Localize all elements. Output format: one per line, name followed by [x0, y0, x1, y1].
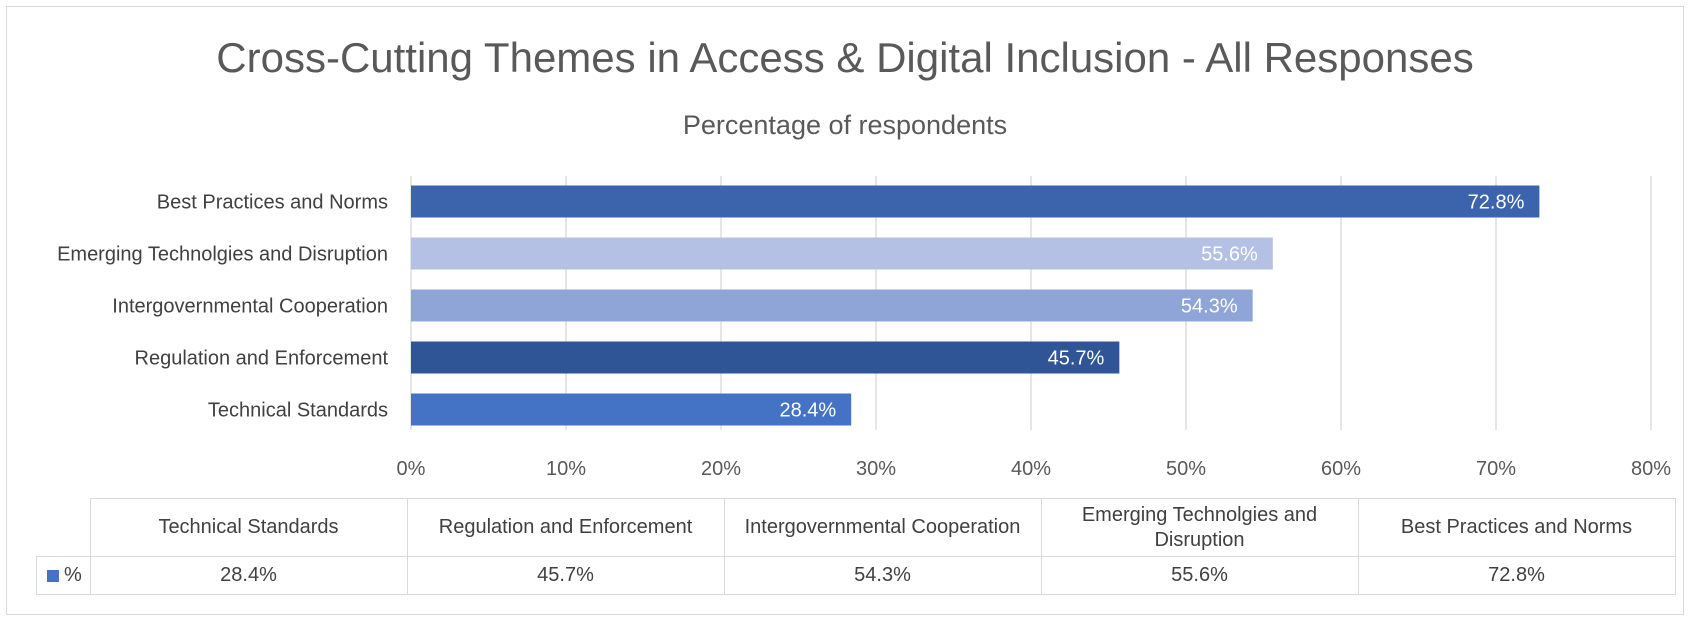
bar	[411, 341, 1120, 374]
category-labels: Best Practices and Norms Emerging Technol…	[57, 192, 388, 422]
data-table-header: Technical Standards	[89, 498, 408, 557]
data-table: Technical Standards Regulation and Enfor…	[36, 498, 1676, 595]
x-tick-label: 30%	[856, 458, 896, 480]
series-name: %	[64, 564, 82, 586]
chart-title: Cross-Cutting Themes in Access & Digital…	[216, 34, 1474, 81]
data-table-corner	[36, 498, 91, 557]
data-table-header: Best Practices and Norms	[1357, 498, 1676, 557]
x-tick-label: 10%	[546, 458, 586, 480]
bar	[411, 185, 1540, 218]
bars: 72.8% 55.6% 54.3% 45.7% 28.4%	[411, 185, 1540, 426]
data-table-value: 54.3%	[723, 556, 1042, 595]
data-table-value: 72.8%	[1357, 556, 1676, 595]
data-table-value: 55.6%	[1040, 556, 1359, 595]
bar-data-label: 55.6%	[1201, 244, 1258, 266]
x-tick-label: 0%	[397, 458, 426, 480]
x-tick-label: 60%	[1321, 458, 1361, 480]
x-tick-label: 70%	[1476, 458, 1516, 480]
data-table-value: 45.7%	[406, 556, 725, 595]
bar-data-label: 54.3%	[1181, 296, 1238, 318]
x-tick-label: 50%	[1166, 458, 1206, 480]
category-label: Regulation and Enforcement	[135, 348, 389, 370]
category-label: Best Practices and Norms	[157, 192, 388, 214]
legend-key-icon	[47, 569, 59, 582]
category-label: Technical Standards	[208, 400, 388, 422]
bar	[411, 289, 1253, 322]
bar-data-label: 28.4%	[779, 400, 836, 422]
x-tick-label: 20%	[701, 458, 741, 480]
x-axis-ticks: 0% 10% 20% 30% 40% 50% 60% 70% 80%	[397, 458, 1672, 480]
x-tick-label: 40%	[1011, 458, 1051, 480]
data-table-header: Intergovernmental Cooperation	[723, 498, 1042, 557]
data-table-header-row: Technical Standards Regulation and Enfor…	[36, 498, 1676, 557]
category-label: Intergovernmental Cooperation	[112, 296, 388, 318]
data-table-series-cell: %	[36, 556, 91, 595]
data-table-header: Emerging Technolgies and Disruption	[1040, 498, 1359, 557]
bar	[411, 393, 852, 426]
bar-data-label: 72.8%	[1468, 192, 1525, 214]
data-table-value-row: % 28.4% 45.7% 54.3% 55.6% 72.8%	[36, 556, 1676, 595]
chart-subtitle: Percentage of respondents	[682, 110, 1008, 140]
bar	[411, 237, 1273, 270]
bar-data-label: 45.7%	[1048, 348, 1105, 370]
data-table-value: 28.4%	[89, 556, 408, 595]
x-tick-label: 80%	[1631, 458, 1671, 480]
data-table-header: Regulation and Enforcement	[406, 498, 725, 557]
category-label: Emerging Technolgies and Disruption	[57, 244, 388, 266]
